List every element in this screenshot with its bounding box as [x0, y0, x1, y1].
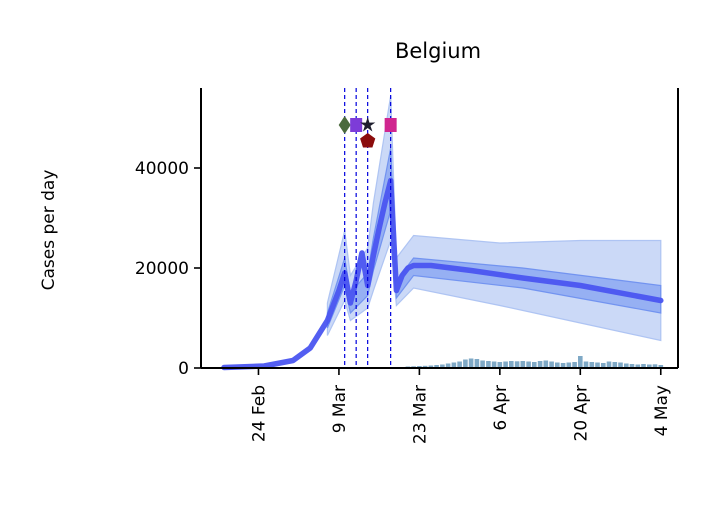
- x-tick-label: 4 May: [652, 385, 672, 436]
- y-axis-label: Cases per day: [39, 170, 59, 291]
- observed-bar: [572, 362, 577, 368]
- observed-bar: [428, 365, 434, 368]
- intervention-marker-square: [350, 118, 363, 132]
- observed-bar: [451, 362, 457, 368]
- observed-bar: [606, 361, 612, 368]
- observed-bar: [624, 363, 629, 368]
- observed-bar: [532, 362, 537, 368]
- observed-bar: [641, 364, 646, 368]
- observed-bar: [520, 361, 526, 368]
- intervention-marker-diamond: [338, 116, 351, 134]
- observed-bar: [486, 361, 491, 368]
- observed-bar: [463, 359, 468, 368]
- observed-bar: [514, 361, 520, 369]
- x-tick-label: 20 Apr: [571, 385, 591, 441]
- observed-bar: [491, 361, 497, 368]
- median-line: [221, 177, 664, 371]
- observed-bar: [583, 361, 589, 368]
- observed-bar: [543, 360, 549, 368]
- chart-title: Belgium: [395, 39, 481, 63]
- intervention-marker-star: [360, 117, 376, 132]
- intervention-marker-square: [384, 118, 397, 132]
- observed-bar: [468, 358, 474, 368]
- observed-bar: [526, 361, 531, 368]
- observed-bar: [647, 364, 652, 368]
- observed-bar: [566, 362, 572, 368]
- observed-bar: [434, 365, 439, 368]
- observed-bar: [457, 361, 462, 368]
- observed-bar: [445, 363, 451, 368]
- observed-bar: [497, 362, 503, 368]
- x-tick-label: 23 Mar: [410, 385, 430, 444]
- intervention-marker-pentagon: [360, 133, 376, 148]
- observed-bar: [549, 361, 554, 368]
- observed-bar: [480, 360, 485, 368]
- plot-area: [221, 88, 664, 371]
- y-tick-label: 0: [178, 359, 189, 379]
- observed-bar: [635, 364, 641, 368]
- observed-bar: [440, 364, 445, 368]
- observed-bar: [629, 364, 635, 368]
- observed-bar: [652, 364, 658, 369]
- x-tick-label: 9 Mar: [330, 385, 350, 433]
- observed-bar: [658, 365, 664, 368]
- axes: 0 20000 40000 24 Feb 9 Mar 23 Mar 6 Apr 20 Apr 4…: [135, 88, 679, 444]
- observed-bar: [589, 362, 595, 368]
- x-tick-label: 24 Feb: [249, 385, 269, 442]
- observed-bar: [537, 361, 543, 368]
- observed-bar: [601, 363, 606, 368]
- y-tick-label: 40000: [135, 159, 189, 179]
- observed-bar: [509, 361, 514, 368]
- observed-bar: [578, 356, 583, 368]
- observed-bar: [618, 362, 623, 368]
- y-tick-label: 20000: [135, 259, 189, 279]
- observed-bar: [555, 362, 560, 368]
- observed-bar: [560, 363, 566, 368]
- observed-bar: [595, 362, 600, 368]
- observed-bar: [422, 365, 428, 369]
- observed-bar: [612, 362, 618, 368]
- x-tick-label: 6 Apr: [491, 385, 511, 431]
- observed-bar: [474, 359, 480, 368]
- observed-bar: [503, 361, 508, 368]
